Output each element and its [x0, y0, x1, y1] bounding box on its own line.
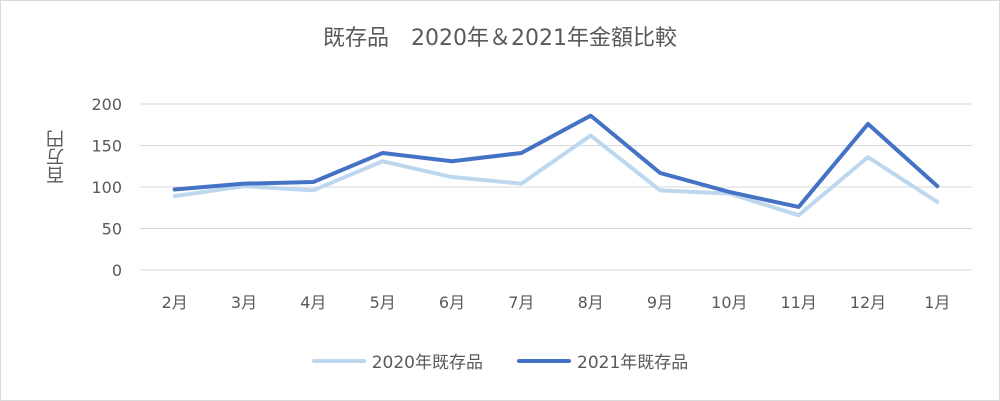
x-tick-label: 10月: [711, 293, 747, 312]
y-tick-label: 200: [91, 95, 122, 114]
x-tick-label: 5月: [370, 293, 396, 312]
series-line-2021: [172, 113, 940, 209]
x-tick-label: 4月: [300, 293, 326, 312]
x-tick-label: 9月: [647, 293, 673, 312]
legend-item-2021: 2021年既存品: [517, 348, 688, 373]
legend-label-2021: 2021年既存品: [577, 353, 689, 373]
legend-label-2020: 2020年既存品: [371, 353, 483, 373]
series-line-2020: [172, 133, 940, 218]
x-tick-label: 2月: [162, 293, 188, 312]
x-tick-label: 11月: [780, 293, 816, 312]
x-tick-label: 12月: [850, 293, 886, 312]
y-tick-label: 50: [102, 220, 122, 239]
x-tick-label: 7月: [508, 293, 534, 312]
legend-item-2020: 2020年既存品: [311, 348, 483, 373]
legend-swatch-2021: [517, 358, 571, 363]
y-tick-label: 150: [91, 137, 122, 156]
y-tick-label: 0: [112, 261, 122, 280]
x-tick-label: 6月: [439, 293, 465, 312]
y-tick-label: 100: [91, 178, 122, 197]
legend-swatch-2020: [311, 358, 366, 363]
x-tick-label: 8月: [578, 293, 604, 312]
x-tick-label: 1月: [924, 293, 950, 312]
legend: 2020年既存品 2021年既存品: [0, 348, 1000, 373]
x-tick-label: 3月: [231, 293, 257, 312]
chart-title: 既存品 2020年＆2021年金額比較: [323, 26, 677, 51]
